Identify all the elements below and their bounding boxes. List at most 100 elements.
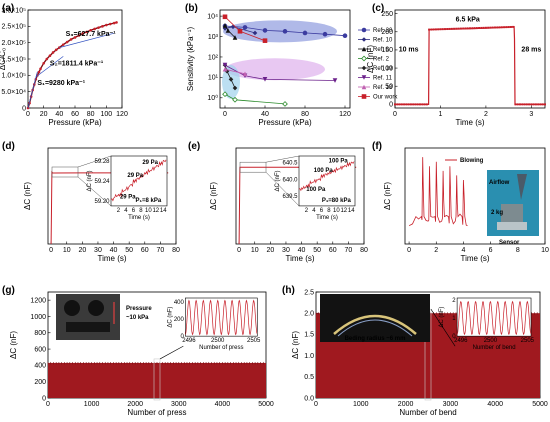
x-tick-label: 60 [329, 247, 337, 254]
series-marker [262, 38, 268, 43]
series-marker [242, 71, 248, 77]
data-point [516, 103, 519, 106]
legend-marker [361, 94, 367, 99]
data-point [496, 26, 499, 29]
inset-y-tick-label: 59.28 [94, 159, 110, 165]
y-axis-label: ΔC (nF) [209, 182, 218, 210]
y-tick-label: 10⁰ [207, 94, 218, 102]
data-point [498, 26, 501, 29]
x-tick-label: 6 [489, 247, 493, 254]
x-tick-label: 40 [110, 247, 118, 254]
x-axis-label: Time (s) [97, 254, 126, 263]
photo-inset [320, 294, 430, 342]
y-tick-label: 5.0×10⁴ [1, 89, 26, 96]
inset-y-tick-label: 2 [452, 298, 456, 304]
data-point [471, 27, 474, 30]
inset-y-axis-label: ΔC (nF) [439, 307, 445, 328]
x-tick-label: 4 [461, 247, 465, 254]
step-label: 29 Pa [142, 160, 158, 166]
y-axis-label: ΔC/C₀ [0, 48, 7, 70]
inset-y-axis-label: ΔC (nF) [87, 170, 93, 191]
zoom-box [51, 166, 79, 178]
x-tick-label: 0 [46, 401, 50, 408]
x-tick-label: 100 [100, 111, 112, 118]
inset-x-tick-label: 4 [124, 208, 128, 214]
x-tick-label: 30 [282, 247, 290, 254]
series-marker [232, 35, 238, 40]
x-axis-label: Time (s) [285, 254, 314, 263]
plot-area [219, 9, 351, 109]
data-point [478, 27, 481, 30]
x-tick-label: 0 [393, 111, 397, 118]
y-tick-label: 3.0×10⁵ [1, 7, 26, 14]
inset-x-tick-label: 2 [117, 208, 121, 214]
plot-area [404, 147, 546, 245]
series-marker [237, 28, 243, 34]
step-label: 100 Pa [329, 158, 349, 164]
y-tick-label: 0 [22, 105, 26, 112]
legend-label: Ref. 10 [373, 38, 393, 44]
data-point [405, 103, 408, 106]
airflow-nozzle [517, 174, 527, 200]
x-tick-label: 80 [360, 247, 368, 254]
y-tick-label: 2.5 [304, 289, 314, 296]
data-point [434, 28, 437, 31]
fit-line [59, 32, 115, 48]
zoom-box [239, 161, 267, 173]
group-ellipse-purple [225, 58, 325, 81]
data-line [408, 157, 468, 227]
data-point [541, 103, 544, 106]
y-tick-label: 0 [389, 102, 393, 109]
data-point [505, 26, 508, 29]
y-tick-label: 1200 [30, 297, 46, 304]
x-tick-label: 10 [63, 247, 71, 254]
series-marker [322, 31, 328, 37]
y-tick-label: 10¹ [208, 75, 219, 82]
inset-x-tick-label: 12 [152, 208, 159, 214]
preload-label: P₁=80 kPa [322, 198, 352, 204]
inset-plot-area [110, 155, 168, 207]
data-point [51, 51, 55, 54]
x-tick-label: 2 [434, 247, 438, 254]
series-marker [222, 66, 228, 72]
inset-x-tick-label: 2496 [182, 338, 196, 344]
y-tick-label: 1.0 [304, 353, 314, 360]
inset-x-tick-label: 10 [145, 208, 152, 214]
panel-letter: (f) [372, 141, 382, 152]
data-point [101, 25, 104, 28]
data-point [523, 103, 526, 106]
x-tick-label: 0 [26, 111, 30, 118]
legend-label: Ref. 8 [373, 47, 390, 53]
data-point [97, 26, 100, 29]
fit-line [35, 56, 64, 78]
data-point [73, 36, 77, 39]
data-point [425, 103, 428, 106]
y-tick-label: 200 [34, 379, 46, 386]
x-tick-label: 0 [407, 247, 411, 254]
x-tick-label: 80 [87, 111, 95, 118]
series-marker [225, 28, 231, 33]
series-marker [222, 23, 228, 28]
x-tick-label: 2 [484, 111, 488, 118]
preload-label: P₁=8 kPa [135, 198, 161, 204]
data-point [487, 26, 490, 29]
x-tick-label: 20 [78, 247, 86, 254]
step-label: 29 Pa [120, 194, 136, 200]
inset-x-tick-label: 14 [160, 208, 167, 214]
y-tick-label: 1000 [30, 314, 46, 321]
series-line [224, 64, 336, 81]
y-tick-label: 0.0 [304, 395, 314, 402]
y-tick-label: 150 [381, 47, 393, 54]
inset-x-tick-label: 6 [320, 208, 324, 214]
x-tick-label: 80 [301, 111, 309, 118]
x-tick-label: 3 [529, 111, 533, 118]
data-point [475, 27, 478, 30]
y-tick-label: 600 [34, 346, 46, 353]
photo-slot [66, 322, 110, 332]
data-point [85, 30, 89, 34]
slope-label-s2: S₂=1811.4 kPa⁻¹ [50, 61, 104, 68]
data-point [419, 103, 421, 106]
x-axis-label: Pressure (kPa) [258, 118, 312, 127]
series-marker [222, 91, 228, 98]
bent-sensor-arc [337, 319, 413, 337]
